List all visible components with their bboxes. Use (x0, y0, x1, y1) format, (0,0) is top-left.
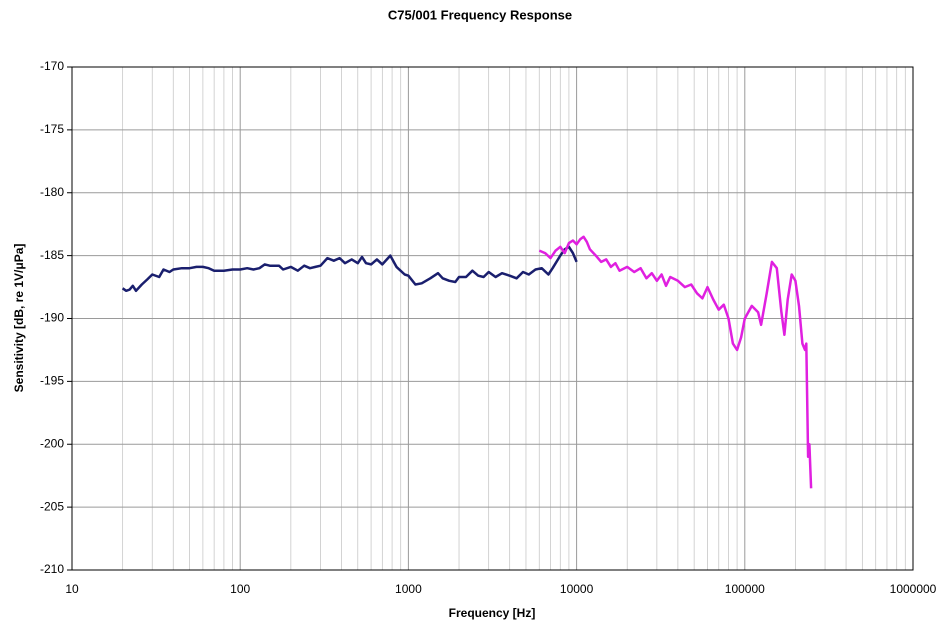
plot-frame (71, 66, 914, 571)
x-axis-label: Frequency [Hz] (449, 606, 536, 620)
y-axis-label: Sensitivity [dB, re 1V/μPa] (12, 244, 26, 393)
x-tick-label: 10000 (560, 582, 594, 596)
series-line (538, 235, 813, 489)
chart-title: C75/001 Frequency Response (388, 7, 572, 22)
y-tick-label: -190 (40, 311, 64, 325)
x-tick-label: 1000 (395, 582, 422, 596)
x-tick-label: 100 (230, 582, 250, 596)
x-tick-label: 1000000 (890, 582, 937, 596)
series-line (121, 245, 578, 293)
x-tick-label: 100000 (725, 582, 765, 596)
y-tick-label: -175 (40, 122, 64, 136)
y-tick-label: -180 (40, 185, 64, 199)
x-tick-label: 10 (65, 582, 79, 596)
y-tick-label: -185 (40, 248, 64, 262)
y-tick-label: -200 (40, 436, 64, 450)
y-tick-label: -195 (40, 374, 64, 388)
y-tick-label: -205 (40, 499, 64, 513)
y-tick-label: -170 (40, 59, 64, 73)
y-tick-label: -210 (40, 562, 64, 576)
